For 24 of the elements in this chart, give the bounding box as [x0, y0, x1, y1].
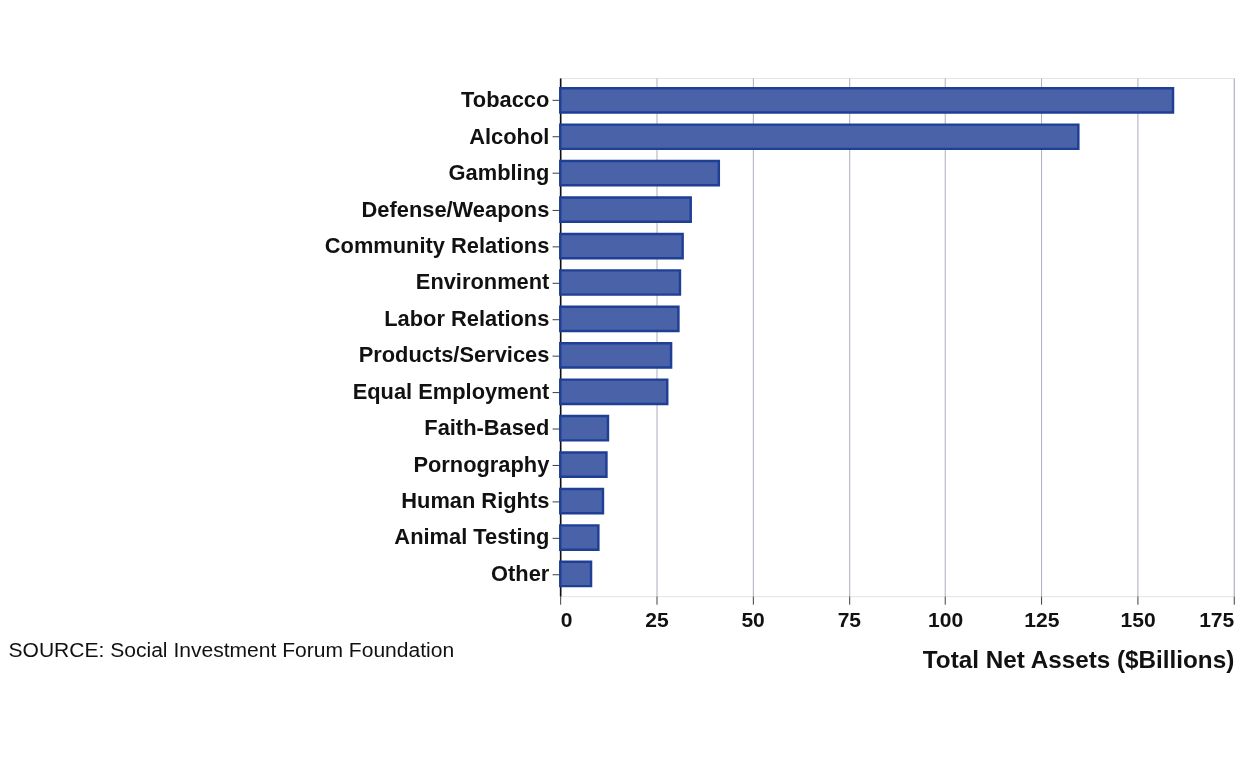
x-tick-label: 75	[837, 607, 862, 631]
x-tick-label: 125	[1024, 607, 1060, 631]
y-tick-label: Human Rights	[401, 487, 550, 513]
x-tick-label: 175	[1199, 607, 1235, 631]
y-tick-label: Equal Employment	[352, 378, 550, 404]
x-tick-label: 0	[560, 607, 573, 631]
y-tick-label: Products/Services	[358, 342, 550, 368]
x-tick-label: 100	[928, 607, 964, 631]
y-tick-label: Other	[491, 560, 550, 586]
x-axis-title: Total Net Assets ($Billions)	[922, 645, 1235, 673]
y-tick-label: Environment	[415, 269, 550, 295]
y-tick-label: Faith-Based	[424, 415, 550, 441]
y-tick-label: Pornography	[413, 451, 551, 477]
source-note: SOURCE: Social Investment Forum Foundation	[8, 637, 455, 661]
y-tick-label: Community Relations	[324, 232, 550, 258]
y-tick-label: Labor Relations	[384, 305, 550, 331]
y-tick-label: Defense/Weapons	[361, 196, 550, 222]
y-tick-label: Animal Testing	[394, 524, 550, 550]
y-tick-label: Tobacco	[461, 87, 550, 113]
y-tick-label: Gambling	[448, 160, 550, 186]
x-tick-label: 25	[645, 607, 669, 631]
y-tick-label: Alcohol	[469, 123, 550, 149]
x-tick-label: 150	[1120, 607, 1156, 631]
x-tick-label: 50	[741, 607, 765, 631]
